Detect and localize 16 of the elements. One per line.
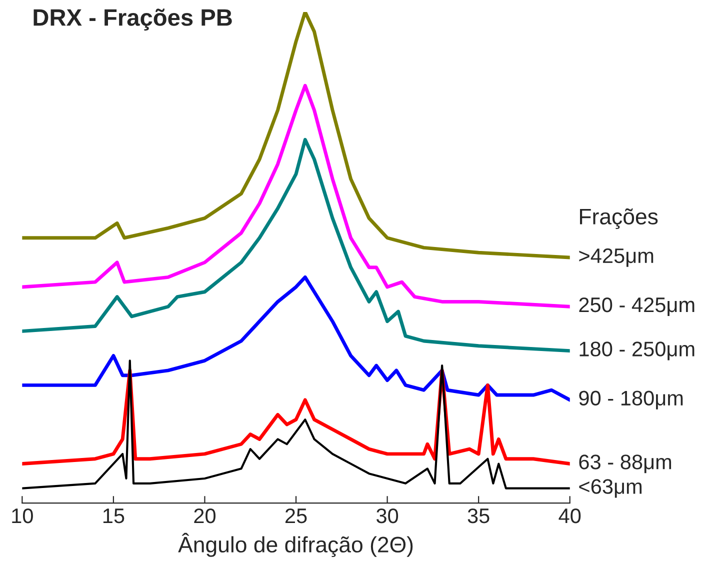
series-label: <63μm [579,479,642,498]
chart-title: DRX - Frações PB [34,8,232,31]
x-axis-title: Ângulo de difração (2Θ) [178,532,413,558]
series-label: >425μm [579,248,654,267]
x-tick-label: 25 [285,508,307,524]
x-tick-label: 30 [376,508,398,524]
x-tick-label: 15 [103,508,124,524]
x-tick-label: 20 [194,508,216,524]
x-tick-label: 10 [12,508,33,524]
series-label: 250 - 425μm [579,297,694,316]
series-label: 63 - 88μm [579,454,672,474]
legend-title: Frações [580,208,658,229]
x-tick-label: 40 [558,508,581,524]
x-tick-label: 35 [468,508,490,524]
series-label: 90 - 180μm [579,390,683,410]
series-label: 180 - 250μm [580,342,694,360]
